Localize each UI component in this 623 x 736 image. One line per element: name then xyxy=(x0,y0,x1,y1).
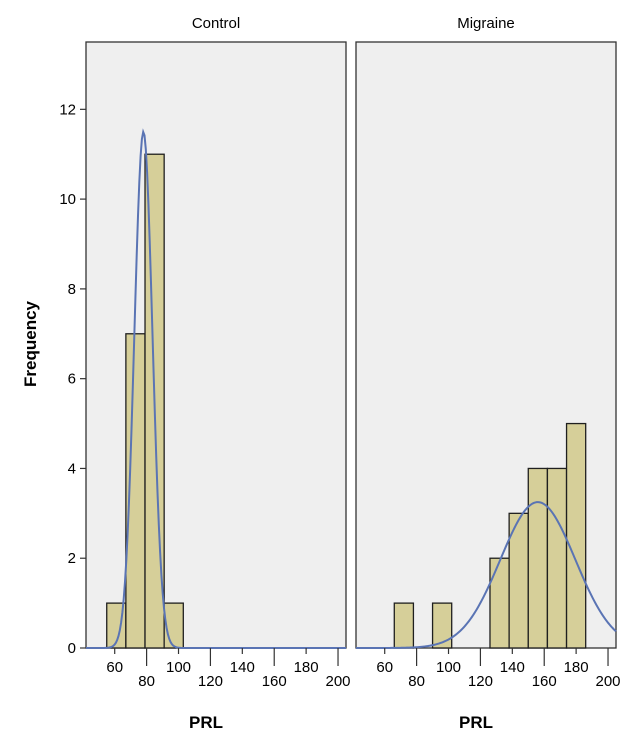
histogram-bar xyxy=(489,557,510,649)
x-tick-label: 160 xyxy=(532,673,557,690)
x-tick-label: 200 xyxy=(326,673,351,690)
panel-title: Migraine xyxy=(457,15,515,32)
x-tick-label: 100 xyxy=(166,659,191,676)
histogram-bar xyxy=(527,467,549,649)
x-tick-label: 120 xyxy=(198,673,223,690)
x-tick-label: 60 xyxy=(106,659,123,676)
x-tick-label: 140 xyxy=(500,659,525,676)
x-axis-title: PRL xyxy=(189,713,223,732)
y-axis: 0 2 4 6 8 10 12 xyxy=(59,101,86,657)
normal-curve xyxy=(356,501,617,649)
x-tick-label: 200 xyxy=(596,673,621,690)
y-tick-label: 4 xyxy=(68,460,76,477)
y-tick-label: 10 xyxy=(59,191,76,208)
x-tick-label: 80 xyxy=(138,673,155,690)
panels: Control6080100120140160180200PRLMigraine… xyxy=(85,15,621,732)
normal-curve xyxy=(86,128,346,649)
x-tick-label: 100 xyxy=(436,659,461,676)
histogram-bar xyxy=(546,467,568,649)
y-tick-label: 12 xyxy=(59,101,76,118)
plot-area xyxy=(85,41,347,649)
x-tick-label: 120 xyxy=(468,673,493,690)
x-tick-label: 140 xyxy=(230,659,255,676)
x-tick-label: 80 xyxy=(408,673,425,690)
x-tick-label: 160 xyxy=(262,673,287,690)
x-tick-label: 180 xyxy=(564,659,589,676)
y-axis-title: Frequency xyxy=(21,300,40,387)
y-tick-label: 8 xyxy=(68,281,76,298)
x-axis-title: PRL xyxy=(459,713,493,732)
x-tick-label: 180 xyxy=(294,659,319,676)
panel-control: Control 60 80 100 120 140 160 180 200 PRL xyxy=(85,15,351,732)
histogram-bar xyxy=(565,422,587,649)
y-tick-label: 0 xyxy=(68,640,76,657)
y-tick-label: 2 xyxy=(68,550,76,567)
histogram-bar xyxy=(393,602,415,649)
panel-migraine: Migraine 60 80 100 120 140 160 180 200 PRL xyxy=(355,15,621,732)
histogram-bar xyxy=(431,602,453,649)
x-tick-label: 60 xyxy=(376,659,393,676)
panel-title: Control xyxy=(192,15,240,32)
y-tick-label: 6 xyxy=(68,371,76,388)
